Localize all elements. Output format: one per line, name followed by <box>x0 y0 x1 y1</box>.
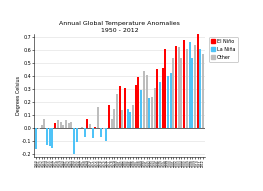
Bar <box>68 123 70 128</box>
Bar <box>70 121 72 128</box>
Bar <box>151 97 153 128</box>
Bar <box>92 128 94 138</box>
Bar <box>76 128 78 142</box>
Bar <box>156 70 158 128</box>
Bar <box>52 128 53 147</box>
Bar <box>189 42 191 128</box>
Bar <box>87 119 88 128</box>
Bar <box>124 88 126 128</box>
Bar <box>138 77 139 128</box>
Bar <box>178 47 180 128</box>
Bar <box>89 124 91 128</box>
Bar <box>135 85 137 128</box>
Bar <box>35 128 37 149</box>
Bar <box>145 75 148 128</box>
Bar <box>103 128 105 129</box>
Bar <box>81 127 83 128</box>
Legend: El Niño, La Niña, Other: El Niño, La Niña, Other <box>209 37 237 62</box>
Bar <box>132 105 134 128</box>
Bar <box>167 76 169 128</box>
Bar <box>129 112 132 128</box>
Bar <box>54 123 56 128</box>
Bar <box>175 46 177 128</box>
Bar <box>183 40 185 128</box>
Bar <box>49 128 51 146</box>
Bar <box>73 128 75 154</box>
Bar <box>159 83 161 128</box>
Bar <box>105 128 107 141</box>
Bar <box>202 54 204 128</box>
Title: Annual Global Temperature Anomalies
1950 - 2012: Annual Global Temperature Anomalies 1950… <box>59 21 180 33</box>
Bar <box>197 34 199 128</box>
Bar <box>186 49 188 128</box>
Bar <box>164 49 166 128</box>
Bar <box>143 71 145 128</box>
Bar <box>154 88 156 128</box>
Bar <box>127 108 129 128</box>
Y-axis label: Degrees Celsius: Degrees Celsius <box>16 76 21 115</box>
Bar <box>111 119 113 128</box>
Bar <box>194 45 196 128</box>
Bar <box>38 128 40 129</box>
Bar <box>43 119 45 128</box>
Bar <box>116 94 118 128</box>
Bar <box>191 58 193 128</box>
Bar <box>97 107 99 128</box>
Bar <box>94 127 97 128</box>
Bar <box>173 58 174 128</box>
Bar <box>65 120 67 128</box>
Bar <box>84 128 86 137</box>
Bar <box>41 125 43 128</box>
Bar <box>180 58 183 128</box>
Bar <box>199 49 201 128</box>
Bar <box>108 105 110 128</box>
Bar <box>62 125 64 128</box>
Bar <box>162 68 164 128</box>
Bar <box>59 121 62 128</box>
Bar <box>46 128 48 145</box>
Bar <box>100 128 102 137</box>
Bar <box>119 86 121 128</box>
Bar <box>113 108 115 128</box>
Bar <box>170 73 172 128</box>
Bar <box>148 98 150 128</box>
Bar <box>121 110 123 128</box>
Bar <box>57 120 59 128</box>
Bar <box>140 90 142 128</box>
